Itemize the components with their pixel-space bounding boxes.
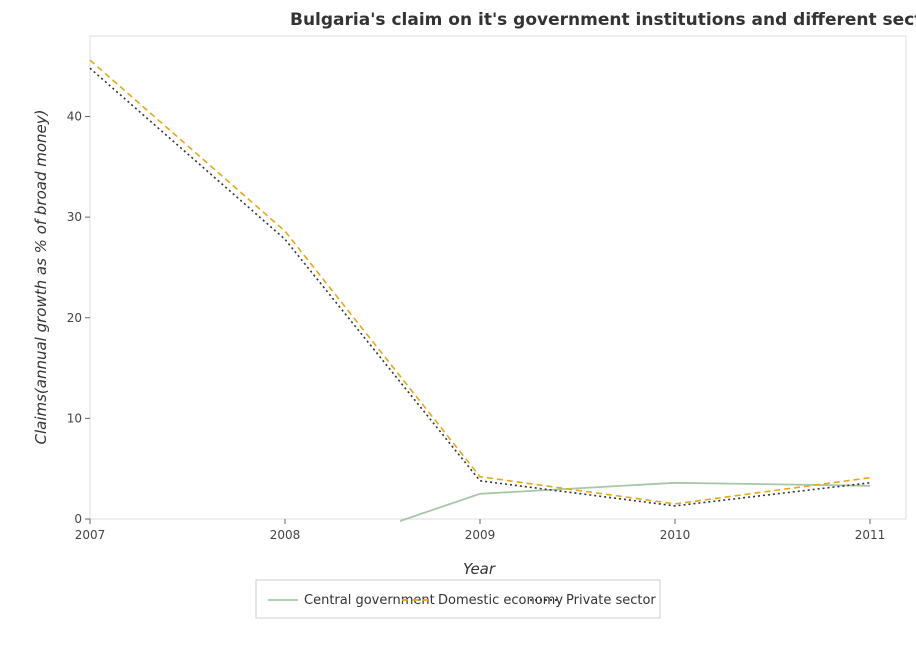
chart-title: Bulgaria's claim on it's government inst… bbox=[290, 10, 916, 30]
x-tick-label: 2009 bbox=[465, 528, 496, 542]
x-tick-label: 2008 bbox=[270, 528, 301, 542]
legend-label: Private sector bbox=[566, 593, 656, 608]
x-axis-label: Year bbox=[463, 560, 496, 578]
series-line-private-sector bbox=[89, 67, 871, 507]
x-tick-label: 2010 bbox=[660, 528, 691, 542]
y-tick-label: 10 bbox=[67, 411, 82, 425]
x-tick-label: 2007 bbox=[75, 528, 106, 542]
series-line-domestic-economy bbox=[89, 59, 871, 505]
series-line-central-government bbox=[399, 481, 871, 522]
y-tick-label: 20 bbox=[67, 311, 82, 325]
legend-label: Domestic economy bbox=[438, 593, 563, 608]
plot-area bbox=[89, 35, 907, 520]
x-tick-label: 2011 bbox=[855, 528, 886, 542]
y-tick-label: 40 bbox=[67, 110, 82, 124]
y-tick-label: 0 bbox=[74, 512, 82, 526]
y-axis-label: Claims(annual growth as % of broad money… bbox=[32, 109, 50, 444]
y-tick-label: 30 bbox=[67, 210, 82, 224]
legend: Central government Domestic economy Privat… bbox=[255, 579, 661, 619]
legend-box bbox=[255, 579, 661, 619]
x-axis: 2007 2008 2009 2010 2011 bbox=[75, 519, 886, 542]
y-axis: 0 10 20 30 40 bbox=[67, 110, 90, 526]
series-layer bbox=[89, 59, 871, 522]
legend-label: Central government bbox=[304, 593, 435, 608]
